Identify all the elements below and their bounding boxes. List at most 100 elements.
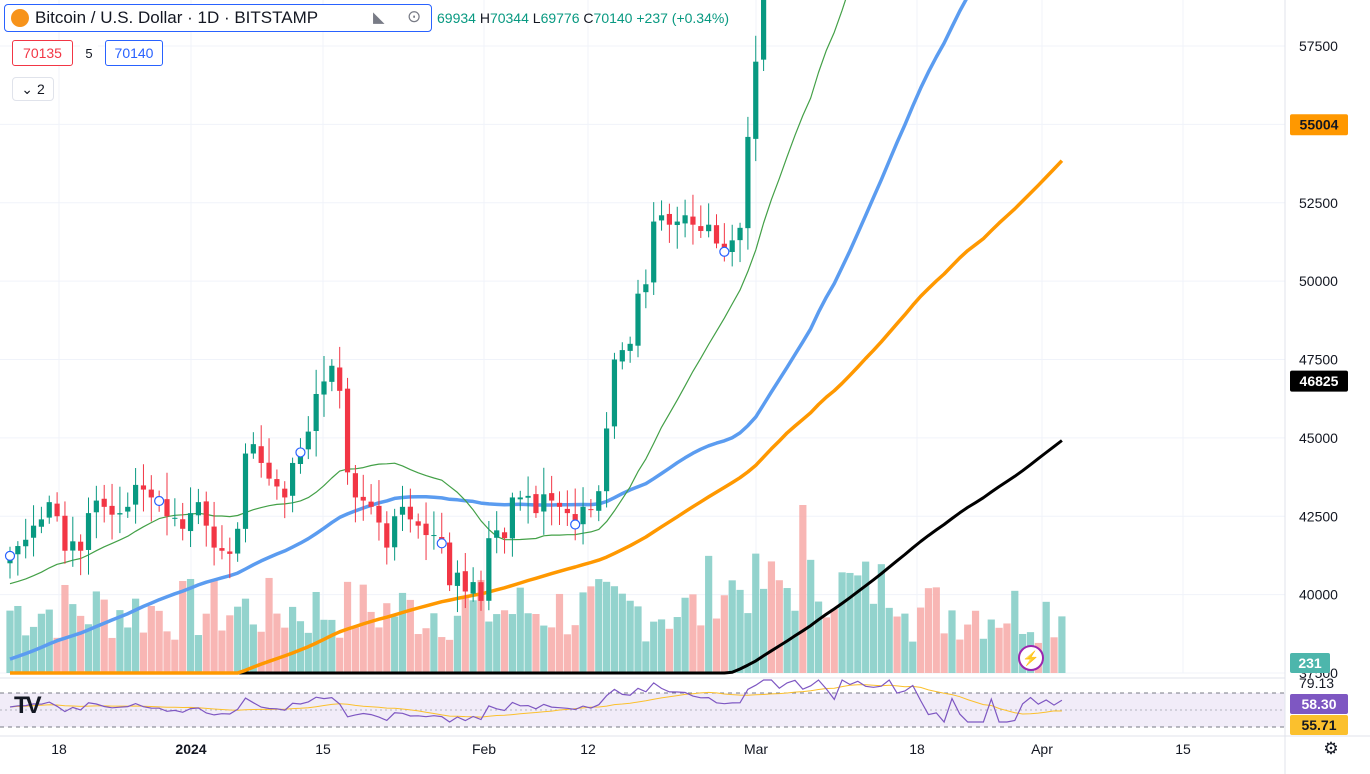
volume-bar [681,597,689,673]
volume-bar [587,586,595,673]
volume-bar [595,579,603,673]
volume-bar [351,627,359,673]
event-marker-icon [570,519,581,530]
volume-bar [485,621,493,673]
volume-bar [940,633,948,673]
candle-body [619,350,625,362]
volume-bar [383,603,391,673]
grid-lines [0,0,1285,674]
volume-bar [642,641,650,673]
rsi-ma-badge: 55.71 [1301,717,1336,733]
volume-bar [540,625,548,673]
volume-bar [61,584,69,673]
candle-body [674,221,680,226]
volume-bar [752,553,760,673]
volume-bar [398,592,407,673]
candle-body [635,293,641,346]
candle-body [564,508,570,514]
candle-body [541,494,547,512]
candle-body [392,516,398,548]
volume-bar [555,593,564,673]
volume-bar [92,591,100,673]
tradingview-logo[interactable]: TV [14,692,42,719]
candle-body [423,523,429,536]
candle-body [140,485,147,490]
volume-bar [218,630,226,673]
volume-bar [626,600,634,673]
volume-bar [516,587,524,673]
candle-body [407,506,413,520]
bitcoin-logo-icon [11,9,29,27]
volume-bar [53,637,61,673]
candle-body [384,523,390,548]
time-axis-label: 15 [315,741,331,757]
volume-bar [461,598,469,673]
candle-body [643,284,649,293]
time-axis-label: 12 [580,741,596,757]
candle-body [368,501,374,507]
candle-body [46,502,52,518]
volume-bar [909,641,917,673]
candle-body [148,489,154,498]
candle-body [70,541,76,551]
volume-bar [241,598,250,673]
volume-bar [77,615,85,673]
candle-body [690,216,696,225]
volume-bar [155,610,163,673]
volume-badge: 231 [1298,655,1322,671]
volume-bar [610,586,619,673]
volume-bar [728,580,736,673]
candle-body [180,519,186,529]
volume-bar [438,637,446,673]
candle-body [509,497,515,539]
candle-body [753,61,759,139]
volume-bar [524,613,532,673]
volume-bar [657,619,666,673]
flag-icon[interactable]: ◣ [373,9,385,26]
indicators-toggle-button[interactable]: ⌄ 2 [12,77,54,101]
time-axis-label: 18 [909,741,925,757]
volume-bar [304,632,312,673]
volume-bar [579,592,587,673]
candle-body [101,498,107,507]
rsi-ma-line [9,684,1062,718]
volume-bar [500,610,509,673]
rsi-ma-badge-bg [1290,715,1348,735]
sell-price-button[interactable]: 70135 [12,40,73,66]
event-marker-icon [154,495,165,507]
price-axis-label: 57500 [1299,38,1338,54]
lightning-alert-icon[interactable]: ⚡ [1018,645,1044,671]
candle-body [761,0,767,60]
volume-bar [132,598,140,673]
volume-bar [697,625,705,673]
volume-bar [783,588,791,673]
sma200-price-badge-bg [1290,370,1348,392]
candle-body [517,497,523,500]
volume-bar [391,616,399,673]
more-options-icon[interactable]: ⊙ [407,7,422,26]
volume-bar [147,606,155,673]
candle-body [470,582,476,594]
symbol-header[interactable]: Bitcoin / U.S. Dollar · 1D · BITSTAMP ◣ … [4,4,432,32]
candle-body [219,548,225,551]
candle-body [54,503,60,517]
candle-body [462,571,468,592]
volume-bar [760,588,768,673]
volume-bar [477,579,485,673]
volume-bar [296,621,305,673]
candle-body [62,515,68,551]
candle-body [282,488,288,498]
buy-price-button[interactable]: 70140 [105,40,163,66]
volume-bar [226,615,234,673]
event-marker-icon [719,246,730,257]
candle-body [109,505,115,515]
volume-bar [273,613,281,673]
candle-body [164,499,170,517]
candle-body [242,453,249,529]
candle-body [478,582,484,601]
sma100-price-badge-bg [1290,114,1348,136]
volume-bar [446,639,454,673]
settings-gear-icon[interactable]: ⚙ [1323,739,1339,758]
candle-body [588,509,594,511]
